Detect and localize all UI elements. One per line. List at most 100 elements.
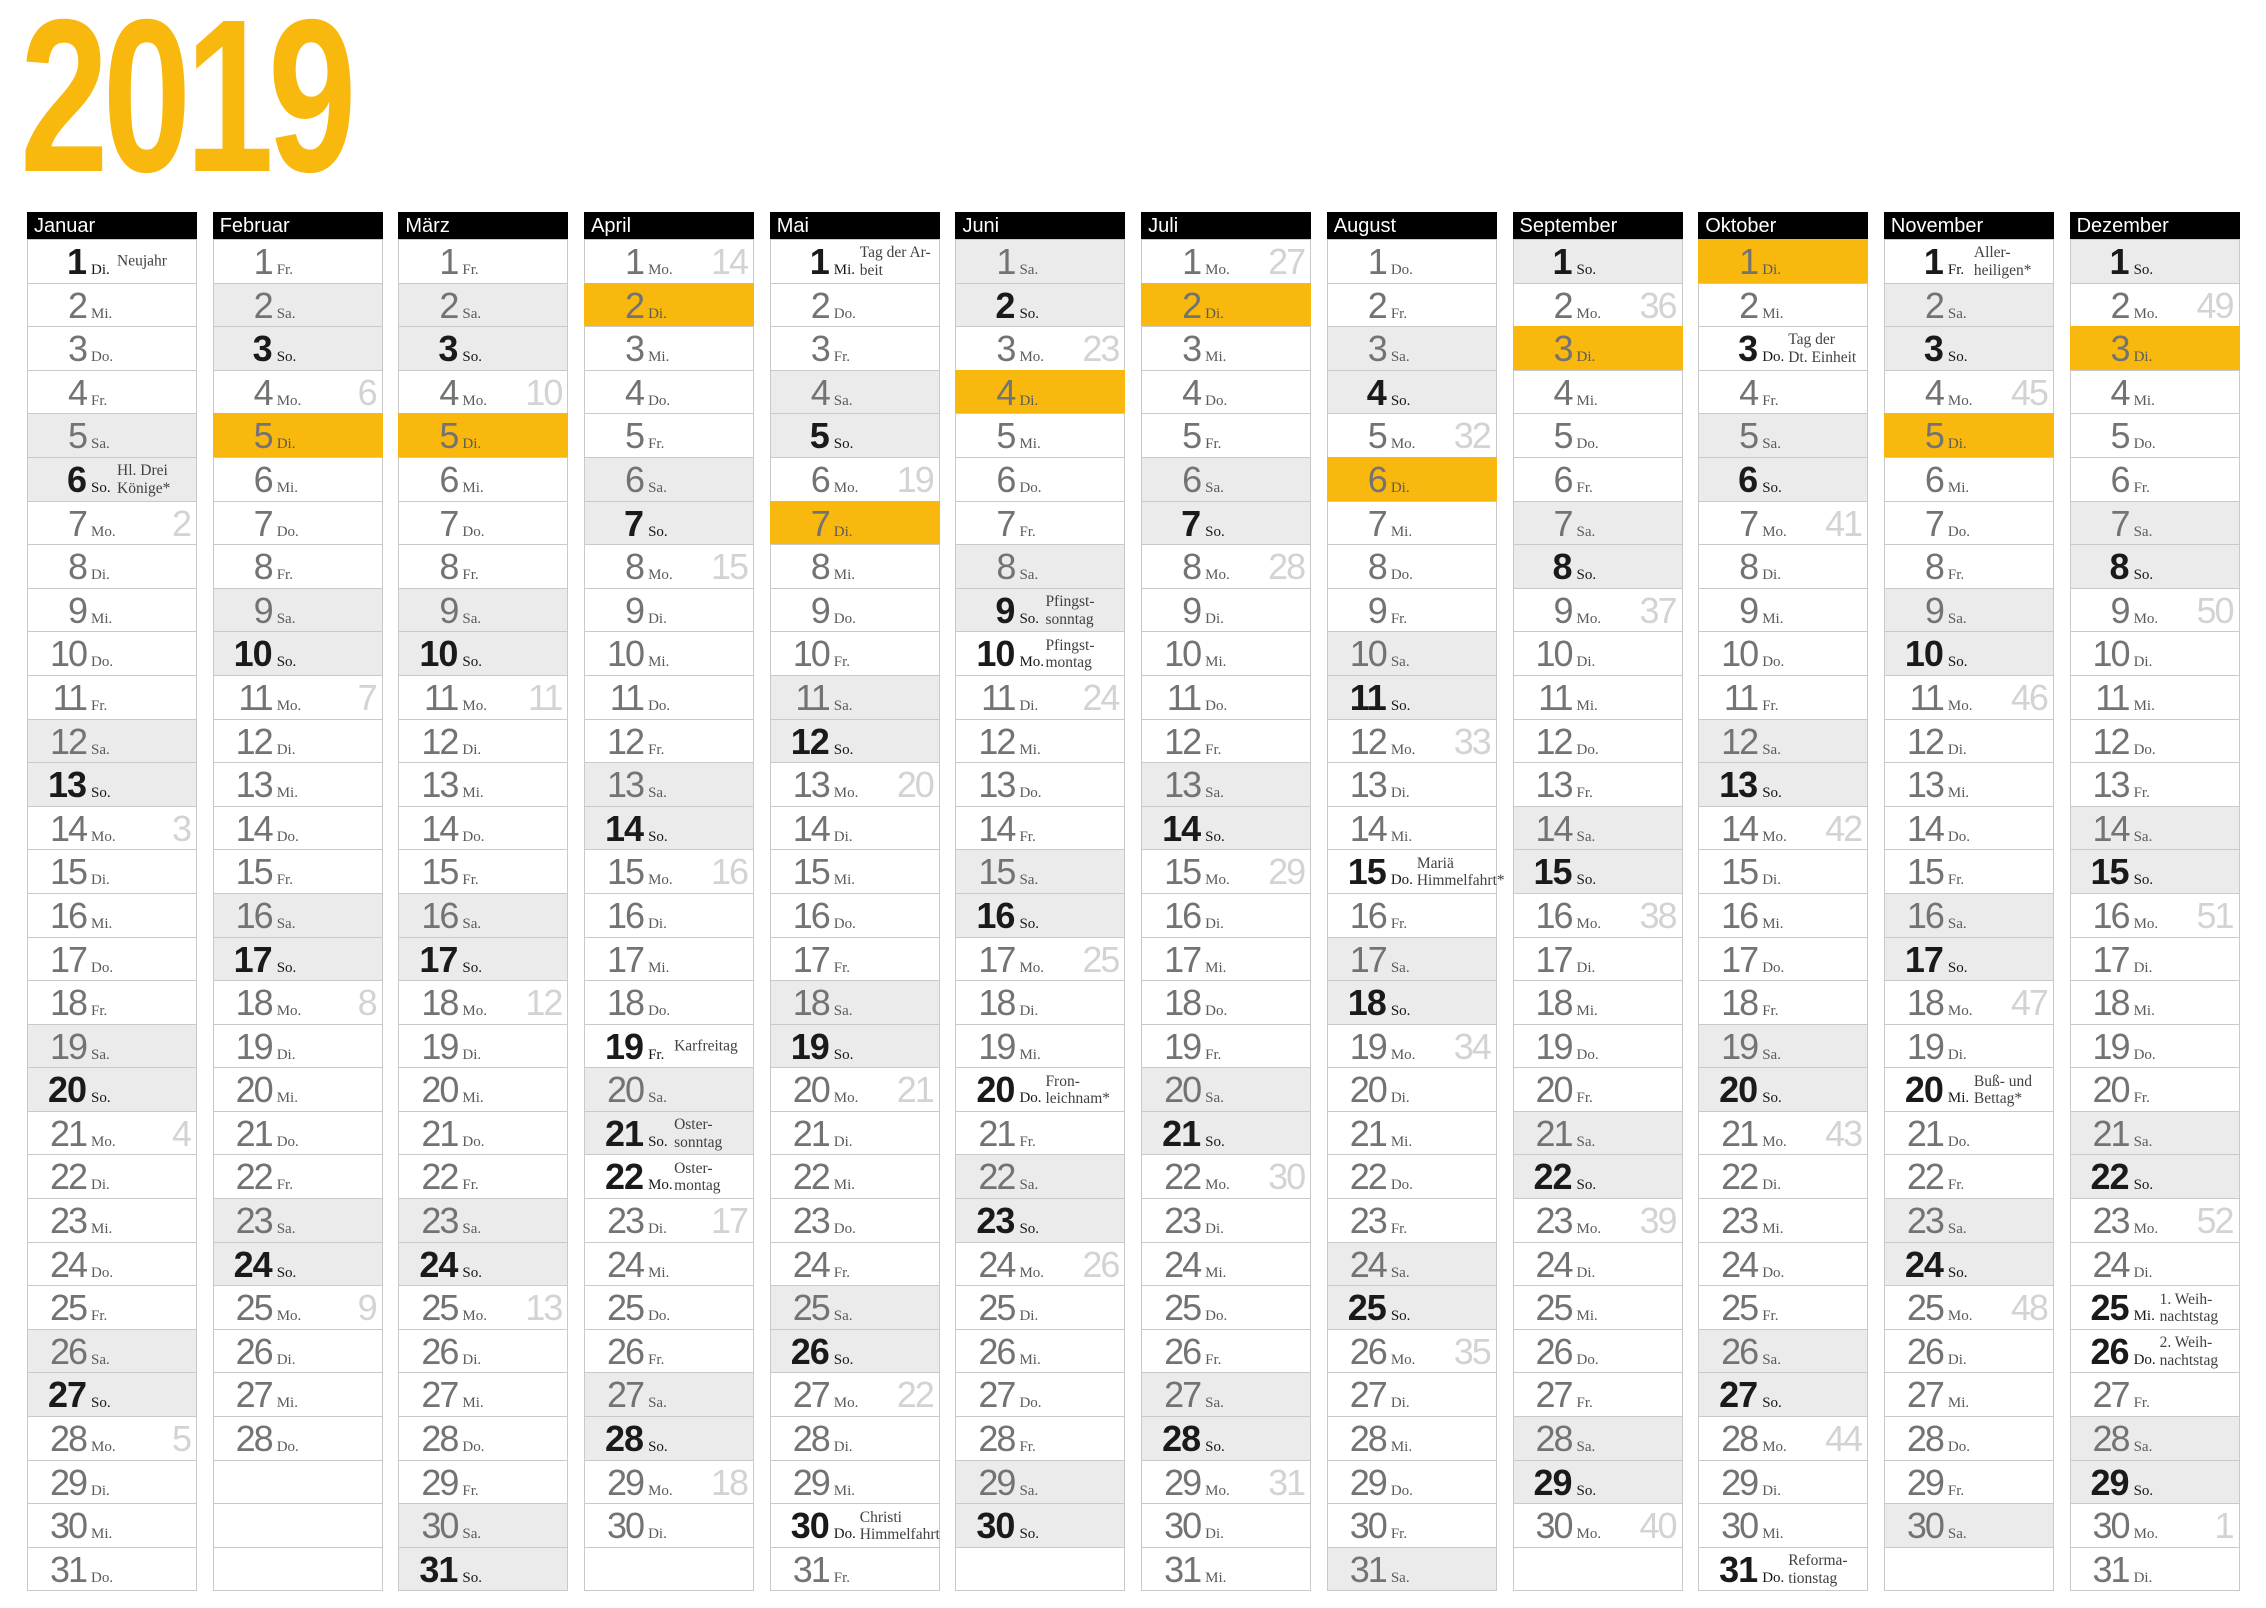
day-number: 1 <box>625 241 645 282</box>
weekday-label: Sa. <box>1576 523 1596 540</box>
day-cell-mai-5: 5 So. <box>769 413 940 458</box>
weekday-label: Mo. <box>1205 872 1230 889</box>
weekday-label: Di. <box>648 610 667 627</box>
day-cell-märz-1: 1 Fr. <box>398 239 569 284</box>
week-number: 50 <box>2196 589 2235 631</box>
day-cell-februar-5: 5 Di. <box>212 413 383 458</box>
day-cell-juni-19: 19 Mi. <box>955 1023 1126 1069</box>
day-cell-februar-8: 8 Fr. <box>212 544 383 589</box>
day-cell-mai-16: 16 Do. <box>769 892 940 938</box>
week-number: 40 <box>1639 1505 1677 1547</box>
week-number: 48 <box>2010 1287 2049 1329</box>
weekday-label: Sa. <box>1576 1439 1596 1456</box>
day-number: 19 <box>1349 1025 1388 1067</box>
day-cell-februar-17: 17 So. <box>212 936 383 982</box>
day-cell-märz-8: 8 Fr. <box>398 544 569 589</box>
day-cell-mai-18: 18 Sa. <box>769 980 940 1025</box>
day-cell-august-17: 17 Sa. <box>1326 936 1497 982</box>
weekday-label: Mo. <box>1576 305 1602 322</box>
day-number: 25 <box>1347 1287 1387 1329</box>
day-cell-mai-25: 25 Sa. <box>769 1285 940 1330</box>
day-number: 23 <box>1535 1200 1573 1242</box>
day-cell-mai-12: 12 So. <box>769 718 940 764</box>
day-cell-oktober-2: 2 Mi. <box>1698 282 1869 328</box>
weekday-label: So. <box>1019 1221 1040 1238</box>
weekday-label: Sa. <box>648 785 667 802</box>
weekday-label: Di. <box>1762 1482 1781 1499</box>
day-cell-oktober-28: 28 Mo. 44 <box>1698 1416 1869 1461</box>
weekday-label: Mi. <box>1762 1221 1784 1238</box>
day-cell-mai-14: 14 Di. <box>769 805 940 851</box>
day-number: 13 <box>235 764 274 806</box>
day-cell-november-26: 26 Di. <box>1883 1328 2054 1374</box>
weekday-label: So. <box>1019 610 1040 627</box>
day-number: 30 <box>1906 1505 1945 1547</box>
day-cell-februar-7: 7 Do. <box>212 500 383 546</box>
day-number: 25 <box>1906 1287 1945 1329</box>
day-number: 15 <box>1906 851 1945 893</box>
weekday-label: Di. <box>462 436 482 453</box>
weekday-label: Sa. <box>1390 654 1410 671</box>
day-cell-februar-24: 24 So. <box>212 1241 383 1287</box>
weekday-label: Mi. <box>1205 959 1227 976</box>
day-number: 23 <box>1164 1200 1202 1242</box>
weekday-label: So. <box>276 959 297 976</box>
day-number: 24 <box>1164 1243 1202 1285</box>
weekday-label: Fr. <box>648 741 665 758</box>
day-number: 14 <box>421 807 459 849</box>
day-cell-märz-23: 23 Sa. <box>398 1198 569 1243</box>
week-number: 41 <box>1825 502 1863 544</box>
weekday-label: So. <box>1205 1439 1225 1456</box>
day-cell-april-17: 17 Mi. <box>584 936 755 982</box>
weekday-label: Do. <box>2133 1351 2156 1368</box>
day-number: 9 <box>810 589 831 631</box>
weekday-label: Do. <box>462 828 485 845</box>
day-cell-august-14: 14 Mi. <box>1326 805 1497 851</box>
weekday-label: Fr. <box>276 567 293 584</box>
day-cell-mai-17: 17 Fr. <box>769 936 940 982</box>
week-number: 14 <box>711 241 749 282</box>
week-number: 13 <box>525 1287 563 1329</box>
holiday-label: Reforma- tionstag <box>1788 1552 1848 1587</box>
day-number: 24 <box>49 1243 88 1285</box>
weekday-label: Mo. <box>648 1482 673 1499</box>
day-cell-oktober-14: 14 Mo. 42 <box>1698 805 1869 851</box>
day-number: 16 <box>1721 894 1759 936</box>
day-number: 28 <box>1349 1418 1388 1460</box>
weekday-label: So. <box>276 1264 297 1281</box>
weekday-label: Mo. <box>91 523 116 540</box>
day-number: 2 <box>253 284 274 326</box>
day-number: 1 <box>1182 241 1202 282</box>
day-cell-juli-8: 8 Mo. 28 <box>1141 544 1312 589</box>
month-column-april: April 1 Mo. 14 2 Di. 3 Mi. 4 Do. 5 Fr. 6 Sa. 7 So. 8 Mo. 1… <box>584 212 755 1592</box>
weekday-label: Mo. <box>462 697 487 714</box>
weekday-label: Fr. <box>833 1264 851 1281</box>
weekday-label: So. <box>1576 567 1597 584</box>
day-number: 3 <box>810 328 831 370</box>
day-number: 8 <box>1739 546 1759 588</box>
day-number: 20 <box>1904 1069 1944 1111</box>
day-number: 6 <box>625 458 645 500</box>
weekday-label: Fr. <box>1576 479 1593 496</box>
day-number: 28 <box>1721 1418 1759 1460</box>
week-number: 15 <box>711 546 749 588</box>
day-number: 4 <box>253 371 274 413</box>
weekday-label: Fr. <box>2133 479 2150 496</box>
day-cell-mai-19: 19 So. <box>769 1023 940 1069</box>
day-number: 28 <box>605 1418 644 1460</box>
day-number: 4 <box>1366 371 1387 413</box>
day-cell-januar-12: 12 Sa. <box>27 718 197 764</box>
day-number: 20 <box>1719 1069 1758 1111</box>
weekday-label: Mi. <box>1576 697 1598 714</box>
day-number: 23 <box>421 1200 459 1242</box>
day-number: 23 <box>49 1200 88 1242</box>
day-cell-november-12: 12 Di. <box>1883 718 2054 764</box>
day-number: 18 <box>1535 982 1573 1024</box>
day-number: 22 <box>1164 1156 1202 1198</box>
day-cell-september-20: 20 Fr. <box>1512 1067 1683 1112</box>
day-number: 7 <box>1924 502 1945 544</box>
day-cell-september-16: 16 Mo. 38 <box>1512 892 1683 938</box>
day-cell-november-13: 13 Mi. <box>1883 762 2054 807</box>
weekday-label: Do. <box>1205 1308 1228 1325</box>
day-cell-august-5: 5 Mo. 32 <box>1326 413 1497 458</box>
